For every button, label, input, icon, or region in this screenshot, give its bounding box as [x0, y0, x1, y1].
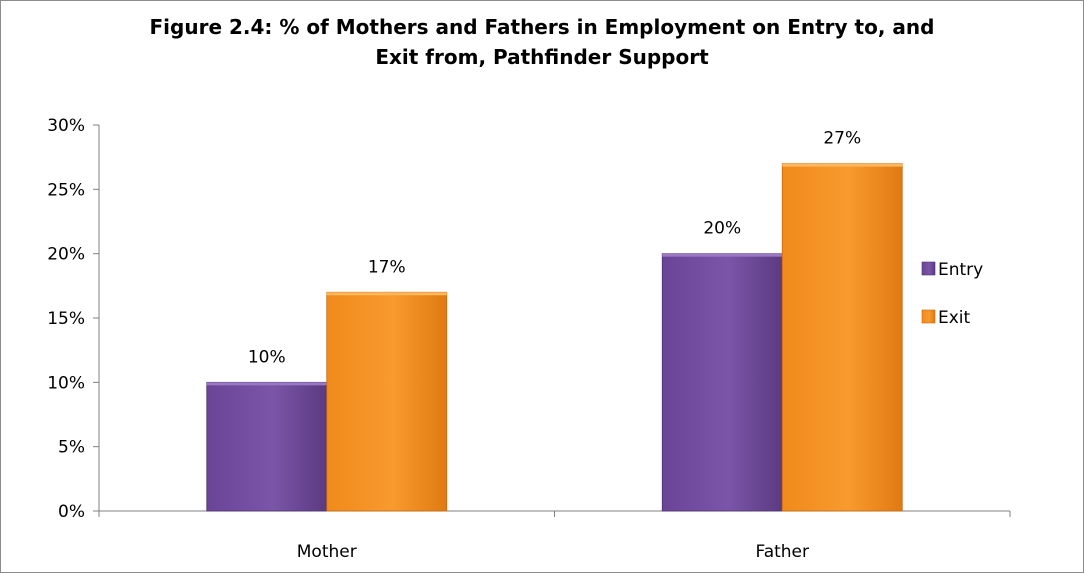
y-tick-label: 5% — [58, 438, 85, 458]
bar-top-highlight — [782, 163, 903, 167]
bar-exit-father — [781, 163, 903, 512]
data-label: 17% — [368, 257, 406, 277]
data-label: 20% — [703, 219, 741, 239]
y-tick-label: 10% — [47, 373, 85, 393]
legend-swatch-exit — [921, 309, 936, 324]
bar-exit-mother — [326, 291, 448, 512]
bars — [206, 163, 903, 512]
y-tick-label: 25% — [47, 180, 85, 200]
bar-entry-father — [661, 253, 783, 512]
legend-label-exit: Exit — [938, 308, 971, 328]
data-label: 10% — [248, 347, 286, 367]
bar-top-highlight — [206, 382, 327, 386]
x-tick-label: Father — [755, 542, 809, 562]
axes: 0% 5% 10% 15% 20% 25% 30% Mother Father — [47, 116, 1011, 562]
x-tick-label: Mother — [297, 542, 357, 562]
bar-top-highlight — [326, 292, 447, 296]
y-tick-label: 20% — [47, 245, 85, 265]
bar-top-highlight — [662, 253, 783, 257]
bar-entry-mother — [206, 381, 328, 512]
legend: Entry Exit — [921, 260, 983, 328]
data-label: 27% — [823, 129, 861, 149]
chart-title: Figure 2.4: % of Mothers and Fathers in … — [149, 15, 935, 69]
y-tick-label: 30% — [47, 116, 85, 136]
data-labels: 10% 17% 20% 27% — [248, 129, 861, 368]
legend-label-entry: Entry — [938, 260, 983, 280]
y-tick-label: 0% — [58, 502, 85, 522]
y-tick-label: 15% — [47, 309, 85, 329]
legend-swatch-entry — [921, 261, 936, 276]
